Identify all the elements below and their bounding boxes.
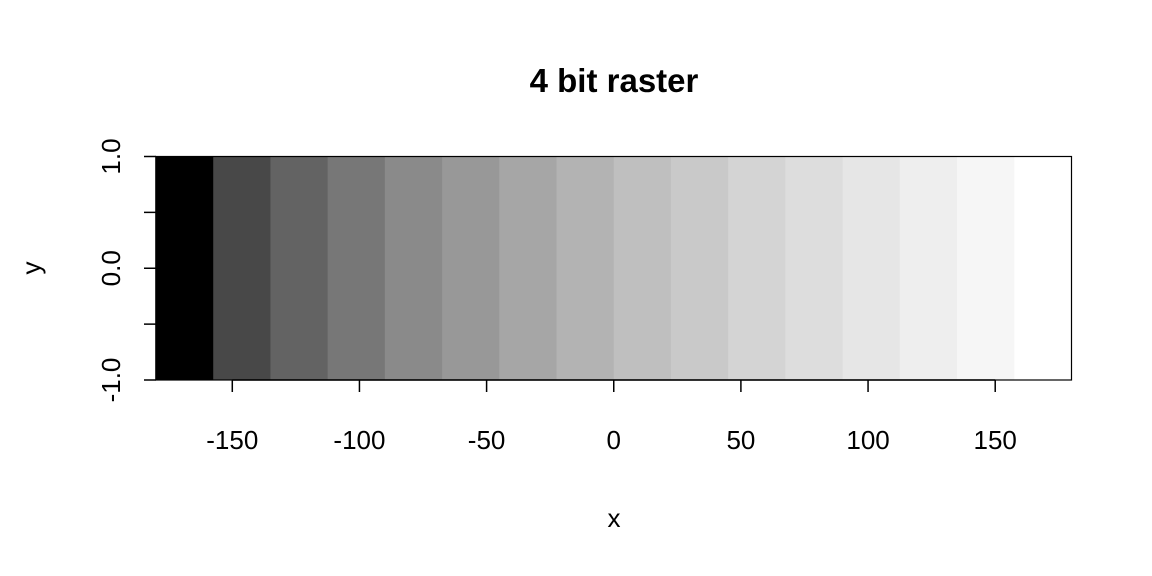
x-tick-label: -50 <box>468 425 506 455</box>
x-tick-label: 50 <box>726 425 755 455</box>
x-tick-label: 0 <box>607 425 621 455</box>
y-tick-label: -1.0 <box>96 358 126 403</box>
y-tick-label: 0.0 <box>96 250 126 286</box>
raster-cell-7 <box>556 156 615 380</box>
raster-cell-2 <box>270 156 329 380</box>
raster-cell-11 <box>785 156 844 380</box>
raster-cell-4 <box>384 156 443 380</box>
x-axis-label: x <box>608 503 621 533</box>
raster-cell-10 <box>728 156 786 380</box>
x-tick-label: -150 <box>206 425 258 455</box>
raster-cell-14 <box>957 156 1015 380</box>
raster-cells <box>156 156 1072 380</box>
raster-cell-8 <box>613 156 672 380</box>
raster-cell-0 <box>156 156 214 380</box>
y-axis-label: y <box>16 262 46 275</box>
raster-cell-12 <box>842 156 901 380</box>
raster-cell-9 <box>670 156 729 380</box>
x-tick-label: -100 <box>333 425 385 455</box>
raster-cell-15 <box>1014 156 1072 380</box>
x-axis: -150 -100 -50 0 50 100 150 <box>206 379 1017 455</box>
raster-cell-3 <box>327 156 386 380</box>
x-tick-label: 100 <box>846 425 889 455</box>
raster-cell-5 <box>442 156 500 380</box>
raster-cell-1 <box>213 156 271 380</box>
chart-title: 4 bit raster <box>530 62 699 99</box>
y-tick-label: 1.0 <box>96 138 126 174</box>
y-axis: -1.0 0.0 1.0 <box>96 138 157 403</box>
raster-cell-13 <box>899 156 958 380</box>
raster-cell-6 <box>499 156 557 380</box>
x-tick-label: 150 <box>974 425 1017 455</box>
